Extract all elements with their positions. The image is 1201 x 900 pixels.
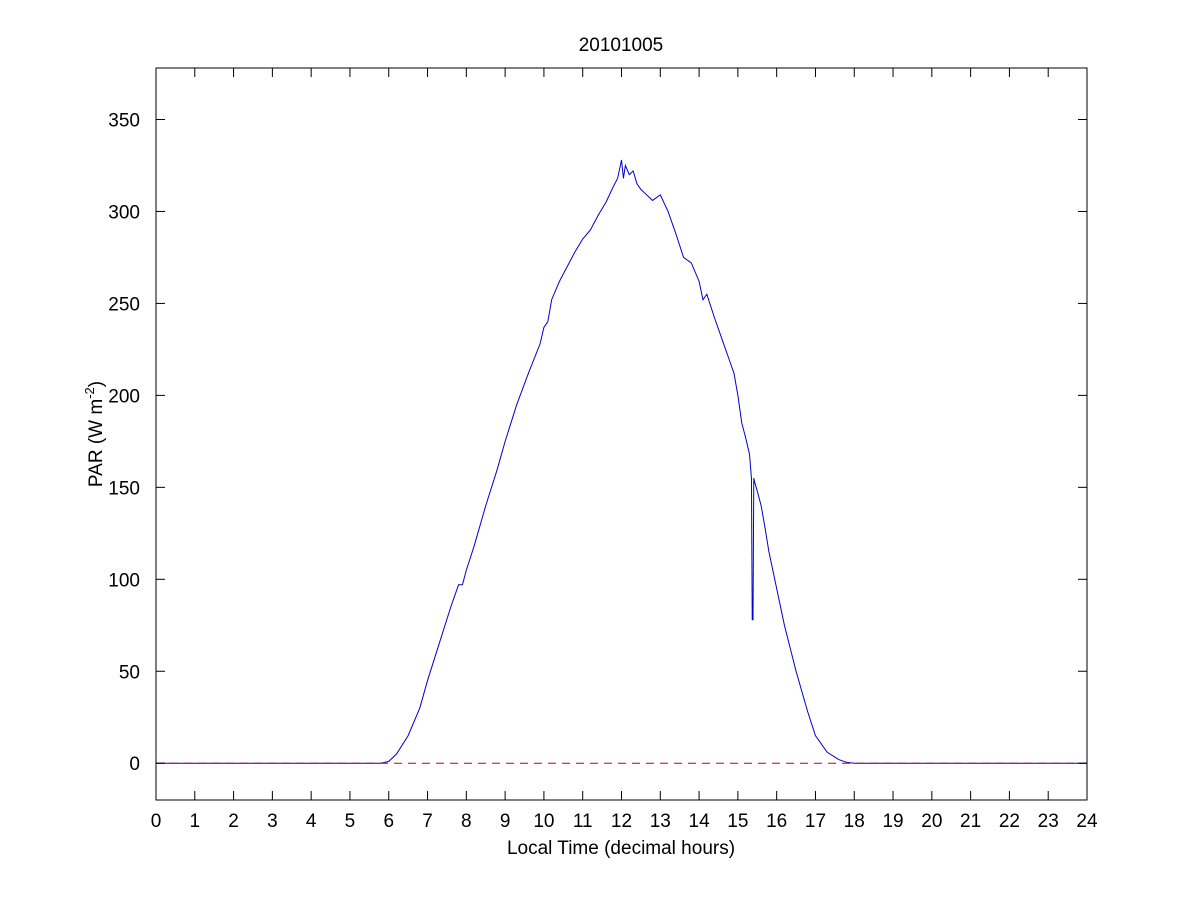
x-tick-label: 2 xyxy=(228,811,239,832)
x-tick-label: 23 xyxy=(1038,811,1059,832)
x-tick-label: 19 xyxy=(882,811,903,832)
x-tick-label: 12 xyxy=(611,811,632,832)
y-tick-label: 50 xyxy=(119,662,140,683)
x-tick-label: 6 xyxy=(383,811,394,832)
x-tick-label: 16 xyxy=(766,811,787,832)
x-tick-label: 1 xyxy=(190,811,201,832)
x-tick-label: 5 xyxy=(345,811,356,832)
x-tick-label: 22 xyxy=(999,811,1020,832)
series-layer xyxy=(156,159,1087,764)
x-tick-label: 15 xyxy=(727,811,748,832)
x-tick-label: 9 xyxy=(500,811,511,832)
x-tick-label: 17 xyxy=(805,811,826,832)
y-tick-label: 300 xyxy=(108,202,140,223)
x-axis-label: Local Time (decimal hours) xyxy=(507,838,735,859)
y-axis-label-main: PAR (W m xyxy=(86,399,107,487)
x-tick-label: 10 xyxy=(533,811,554,832)
par-series-line xyxy=(156,159,1087,764)
y-axis-label-superscript: -2 xyxy=(82,387,97,399)
y-tick-label: 100 xyxy=(108,570,140,591)
y-tick-label: 350 xyxy=(108,110,140,131)
chart-title: 20101005 xyxy=(579,35,664,56)
y-axis-label-suffix: ) xyxy=(86,381,107,387)
x-tick-label: 8 xyxy=(461,811,472,832)
x-tick-label: 18 xyxy=(844,811,865,832)
y-tick-label: 0 xyxy=(129,754,140,775)
y-tick-label: 150 xyxy=(108,478,140,499)
x-tick-label: 21 xyxy=(960,811,981,832)
x-tick-label: 24 xyxy=(1076,811,1098,832)
x-tick-label: 11 xyxy=(573,811,593,832)
plot-frame xyxy=(155,67,1088,801)
y-tick-label: 200 xyxy=(108,386,140,407)
x-tick-label: 13 xyxy=(650,811,671,832)
y-axis-label: PAR (W m-2) xyxy=(82,381,107,487)
x-tick-label: 3 xyxy=(267,811,278,832)
tick-layer: 0 1 2 3 4 5 6 7 8 9 10 11 12 13 14 15 16 17 18 19 20 21 22 23 24… xyxy=(108,68,1098,832)
x-tick-label: 20 xyxy=(921,811,942,832)
x-tick-label: 14 xyxy=(689,811,711,832)
x-tick-label: 4 xyxy=(306,811,317,832)
y-tick-label: 250 xyxy=(108,294,140,315)
x-tick-label: 7 xyxy=(422,811,433,832)
x-tick-label: 0 xyxy=(151,811,162,832)
